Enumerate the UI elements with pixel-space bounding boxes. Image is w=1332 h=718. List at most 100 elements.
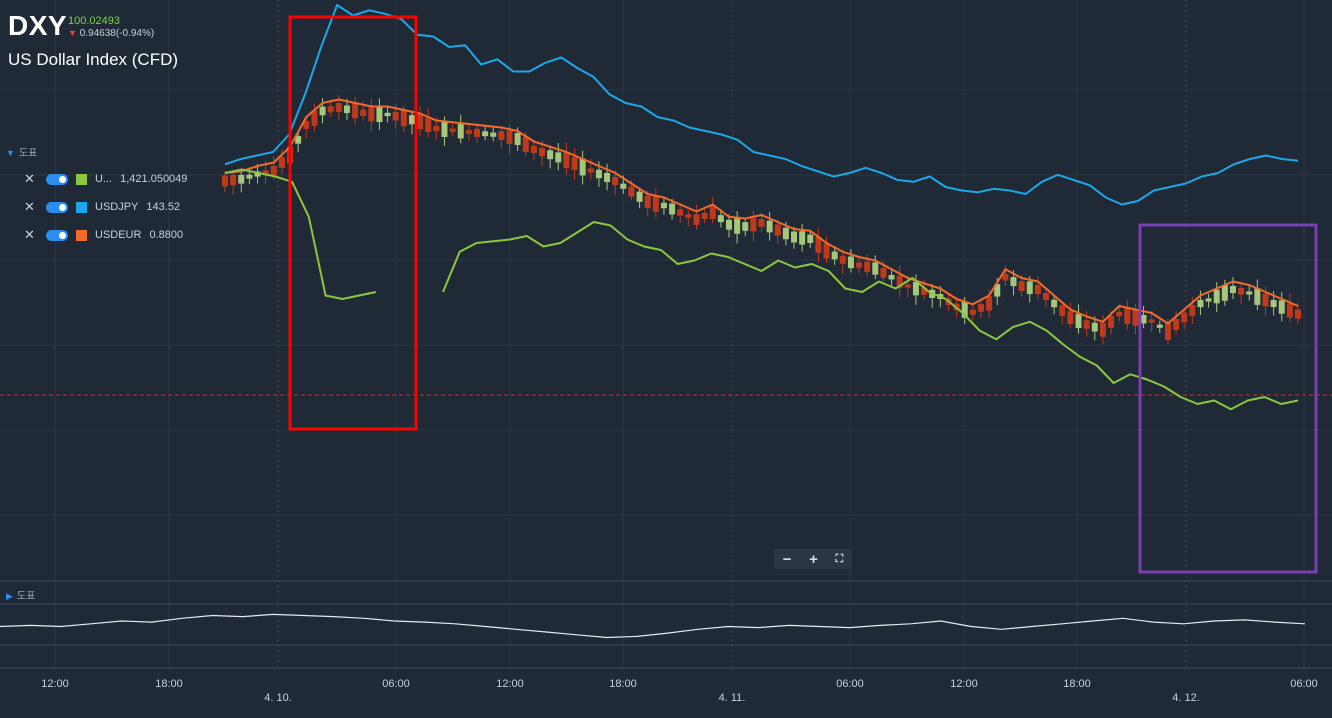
candle-body [579, 158, 586, 176]
candle-body [295, 136, 302, 144]
candle-body [669, 203, 676, 215]
zoom-controls: − + ⛶ [774, 549, 852, 569]
candle-body [725, 219, 732, 230]
candle-body [636, 191, 643, 202]
candle-body [587, 168, 594, 173]
candle-body [872, 262, 879, 275]
candle-body [677, 209, 684, 216]
grid-lines [0, 0, 1332, 669]
candle-body [1026, 281, 1033, 295]
candle-body [1262, 293, 1269, 307]
candle-body [856, 262, 863, 268]
candle-body [961, 301, 968, 318]
candle-body [506, 130, 513, 144]
highlight-box-purple [1138, 223, 1318, 574]
date-label: 4. 12. [1172, 692, 1200, 704]
series-value: 143.52 [146, 201, 181, 213]
candle-body [774, 224, 781, 236]
candle-body [864, 261, 871, 272]
candle-body [1213, 289, 1220, 304]
candle-body [1043, 293, 1050, 300]
x-tick-label: 12:00 [496, 678, 524, 690]
x-tick-label: 12:00 [950, 678, 978, 690]
price-change-value: 0.94638(-0.94%) [79, 28, 155, 39]
candle-body [921, 287, 928, 295]
remove-series-icon[interactable]: ✕ [24, 171, 35, 186]
candle-body [1059, 305, 1066, 316]
candle-body [1075, 313, 1082, 329]
last-price: 100.02493 [68, 15, 120, 27]
highlight-boxes [288, 15, 1318, 574]
candle-body [758, 219, 765, 227]
candle-body [352, 103, 359, 119]
candle-body [750, 218, 757, 232]
candle-body [1229, 285, 1236, 294]
triangle-right-icon: ▶ [6, 591, 13, 601]
candle-body [1091, 322, 1098, 332]
candle-body [660, 202, 667, 209]
candle-body [408, 115, 415, 125]
fit-screen-button[interactable]: ⛶ [835, 552, 844, 565]
candle-body [303, 121, 310, 129]
zoom-in-button[interactable]: + [809, 550, 818, 568]
series-line-u [224, 168, 1299, 411]
candle-body [343, 105, 350, 114]
candle-body [839, 255, 846, 264]
legend-row: ✕ USDEUR 0.8800 [24, 227, 183, 243]
candle-body [335, 103, 342, 112]
candle-body [652, 195, 659, 212]
indicator-panel-toggle[interactable]: ▼ 도표 [6, 144, 37, 159]
candle-body [969, 309, 976, 315]
candle-body [238, 174, 245, 184]
indicator-panel-label: 도표 [18, 148, 38, 159]
candle-body [1173, 319, 1180, 330]
candle-body [433, 125, 440, 132]
x-tick-label: 06:00 [836, 678, 864, 690]
zoom-out-button[interactable]: − [782, 550, 792, 568]
candle-body [604, 172, 611, 183]
series-value: 0.8800 [149, 229, 184, 241]
lower-panel-label: 도표 [16, 591, 36, 602]
candle-body [376, 106, 383, 123]
candle-body [766, 220, 773, 233]
x-tick-label: 18:00 [609, 678, 637, 690]
series-visibility-toggle[interactable] [46, 229, 68, 241]
candle-body [701, 212, 708, 220]
x-tick-label: 06:00 [382, 678, 410, 690]
candle-body [904, 284, 911, 288]
candle-body [1221, 285, 1228, 301]
candle-body [1189, 305, 1196, 316]
remove-series-icon[interactable]: ✕ [24, 199, 35, 214]
series-visibility-toggle[interactable] [46, 173, 68, 185]
candle-body [1034, 284, 1041, 295]
candle-body [465, 130, 472, 134]
candle-body [449, 128, 456, 133]
candle-body [595, 169, 602, 179]
candle-body [1164, 323, 1171, 340]
candle-body [620, 183, 627, 189]
candle-body [1156, 324, 1163, 328]
candle-body [482, 131, 489, 137]
series-color-swatch [76, 173, 87, 185]
comparison-series [224, 4, 1299, 411]
candle-body [490, 132, 497, 137]
candle-body [1083, 320, 1090, 329]
ticker-symbol: DXY [8, 10, 68, 41]
candle-body [1270, 299, 1277, 308]
price-change: ▼ 0.94638(-0.94%) [68, 28, 154, 39]
series-visibility-toggle[interactable] [46, 201, 68, 213]
remove-series-icon[interactable]: ✕ [24, 227, 35, 242]
candle-body [734, 217, 741, 234]
candle-body [327, 106, 334, 113]
date-label: 4. 11. [719, 692, 746, 704]
candle-body [799, 231, 806, 245]
x-tick-label: 12:00 [41, 678, 69, 690]
series-color-swatch [76, 201, 87, 213]
lower-panel-toggle[interactable]: ▶ 도표 [6, 587, 35, 602]
candle-body [791, 231, 798, 243]
series-value: 1,421.050049 [120, 173, 188, 185]
candle-body [847, 256, 854, 269]
candle-body [254, 171, 261, 177]
candle-body [1051, 299, 1058, 308]
